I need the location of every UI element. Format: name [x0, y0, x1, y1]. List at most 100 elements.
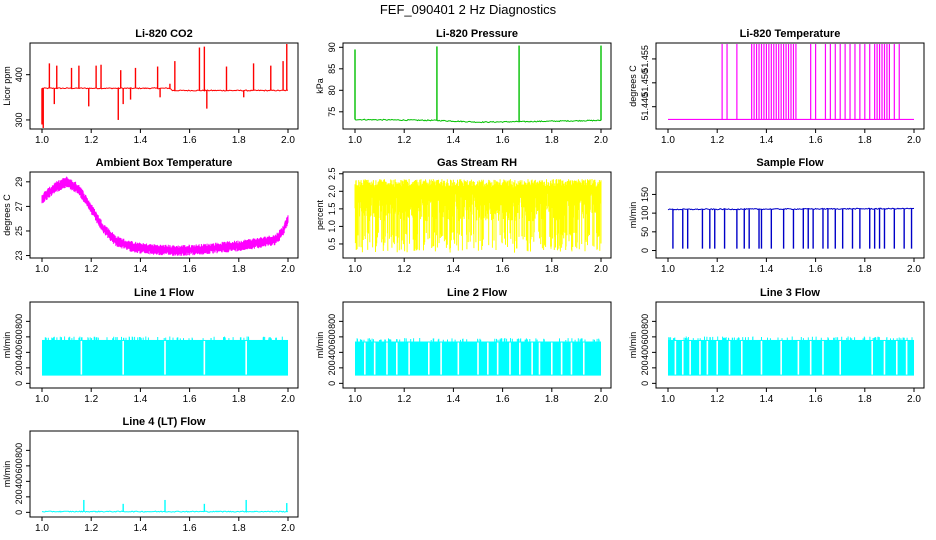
panel-title: Gas Stream RH [437, 157, 517, 169]
y-tick-label: 50 [640, 227, 650, 237]
y-tick-label: 75 [327, 107, 337, 117]
series-Temperature [668, 44, 914, 121]
y-tick-label: 25 [14, 226, 24, 236]
x-tick-label: 1.8 [545, 394, 559, 405]
y-tick-label: 600 [14, 329, 24, 344]
x-tick-label: 1.2 [397, 264, 411, 275]
y-tick-label: 1.0 [327, 220, 337, 233]
y-tick-label: 400 [14, 345, 24, 360]
x-tick-label: 2.0 [594, 135, 608, 146]
panel-title: Line 4 (LT) Flow [123, 416, 206, 428]
y-axis-label: ml/min [628, 202, 638, 229]
x-tick-label: 1.6 [809, 135, 823, 146]
x-tick-label: 1.2 [84, 523, 98, 534]
y-tick-label: 90 [327, 42, 337, 52]
y-axis-label: Licor ppm [2, 66, 12, 106]
y-tick-label: 400 [14, 474, 24, 489]
series-noise [354, 179, 602, 253]
plot-frame [342, 171, 612, 259]
series-Pressure [354, 45, 602, 124]
x-tick-label: 1.4 [446, 135, 460, 146]
x-tick-label: 1.4 [133, 394, 147, 405]
x-tick-label: 2.0 [281, 394, 295, 405]
plot-frame [655, 42, 925, 130]
y-axis-label: ml/min [2, 332, 12, 359]
panel-8: Line 3 Flow ml/min 1.0 1.2 1.4 1.6 1.8 2.0 0 2004… [628, 287, 925, 405]
series-Line3 [668, 336, 914, 376]
x-tick-label: 1.8 [232, 264, 246, 275]
y-tick-label: 1.5 [327, 203, 337, 216]
y-tick-label: 0 [14, 510, 24, 515]
y-tick-label: 80 [327, 85, 337, 95]
y-tick-label: 600 [14, 458, 24, 473]
panel-title: Line 2 Flow [447, 287, 507, 299]
y-axis-label: ml/min [2, 461, 12, 488]
y-tick-label: 100 [640, 206, 650, 221]
y-tick-label: 85 [327, 64, 337, 74]
y-tick-label: 400 [640, 345, 650, 360]
x-tick-label: 1.2 [397, 135, 411, 146]
panel-7: Line 2 Flow ml/min 1.0 1.2 1.4 1.6 1.8 2.0 0 2004… [315, 287, 612, 405]
y-tick-label: 800 [327, 314, 337, 329]
plot-frame [29, 42, 299, 130]
y-tick-label: 800 [640, 314, 650, 329]
x-tick-label: 1.0 [35, 135, 49, 146]
x-tick-label: 1.0 [35, 264, 49, 275]
x-tick-label: 1.2 [710, 135, 724, 146]
y-tick-label: 0 [640, 381, 650, 386]
plot-frame [342, 42, 612, 130]
x-tick-label: 1.6 [496, 394, 510, 405]
x-tick-label: 1.4 [446, 264, 460, 275]
x-tick-label: 2.0 [281, 135, 295, 146]
panel-3: Ambient Box Temperature degrees C 1.0 1.2 1.… [2, 157, 299, 275]
x-tick-label: 1.8 [232, 135, 246, 146]
x-tick-label: 1.8 [858, 394, 872, 405]
y-tick-label: 23 [14, 251, 24, 261]
y-tick-label: 51.450 [640, 69, 650, 97]
x-tick-label: 1.4 [133, 523, 147, 534]
x-tick-label: 1.6 [809, 394, 823, 405]
y-tick-label: 27 [14, 201, 24, 211]
x-tick-label: 1.0 [348, 264, 362, 275]
y-tick-label: 600 [327, 329, 337, 344]
x-tick-label: 1.6 [183, 523, 197, 534]
y-axis-label: percent [315, 199, 325, 230]
y-tick-label: 200 [14, 489, 24, 504]
y-tick-label: 800 [14, 314, 24, 329]
series-Line1 [42, 336, 288, 376]
panel-title: Li-820 CO2 [135, 28, 192, 40]
y-tick-label: 600 [640, 329, 650, 344]
flow-noise [356, 338, 600, 342]
series-RH [354, 179, 602, 253]
series-line [354, 118, 602, 124]
x-tick-label: 2.0 [594, 394, 608, 405]
x-tick-label: 1.2 [84, 394, 98, 405]
panel-title: Sample Flow [756, 157, 824, 169]
y-tick-label: 400 [327, 345, 337, 360]
y-tick-label: 200 [14, 360, 24, 375]
y-tick-label: 0.5 [327, 238, 337, 251]
panel-2: Li-820 Temperature degrees C 1.0 1.2 1.4 1.6 1… [628, 28, 925, 146]
x-tick-label: 1.4 [759, 135, 773, 146]
panel-9: Line 4 (LT) Flow ml/min 1.0 1.2 1.4 1.6 1.8 2.0… [2, 416, 299, 534]
series-SampleFlow [667, 207, 915, 249]
x-tick-label: 2.0 [281, 523, 295, 534]
x-tick-label: 1.6 [183, 264, 197, 275]
series-Line2 [355, 338, 601, 376]
x-tick-label: 1.8 [545, 264, 559, 275]
x-tick-label: 1.2 [710, 394, 724, 405]
figure-title: FEF_090401 2 Hz Diagnostics [379, 2, 557, 17]
series-band [41, 176, 289, 256]
panel-0: Li-820 CO2 Licor ppm 1.0 1.2 1.4 1.6 1.8 2.0 300… [2, 28, 299, 146]
panel-title: Line 3 Flow [760, 287, 820, 299]
x-tick-label: 1.4 [759, 264, 773, 275]
y-tick-label: 51.455 [640, 45, 650, 73]
plot-frame [29, 430, 299, 518]
x-tick-label: 1.6 [183, 394, 197, 405]
x-tick-label: 1.0 [35, 523, 49, 534]
y-axis-label: degrees C [2, 194, 12, 236]
x-tick-label: 1.0 [661, 394, 675, 405]
panel-title: Li-820 Temperature [740, 28, 841, 40]
x-tick-label: 1.4 [759, 394, 773, 405]
